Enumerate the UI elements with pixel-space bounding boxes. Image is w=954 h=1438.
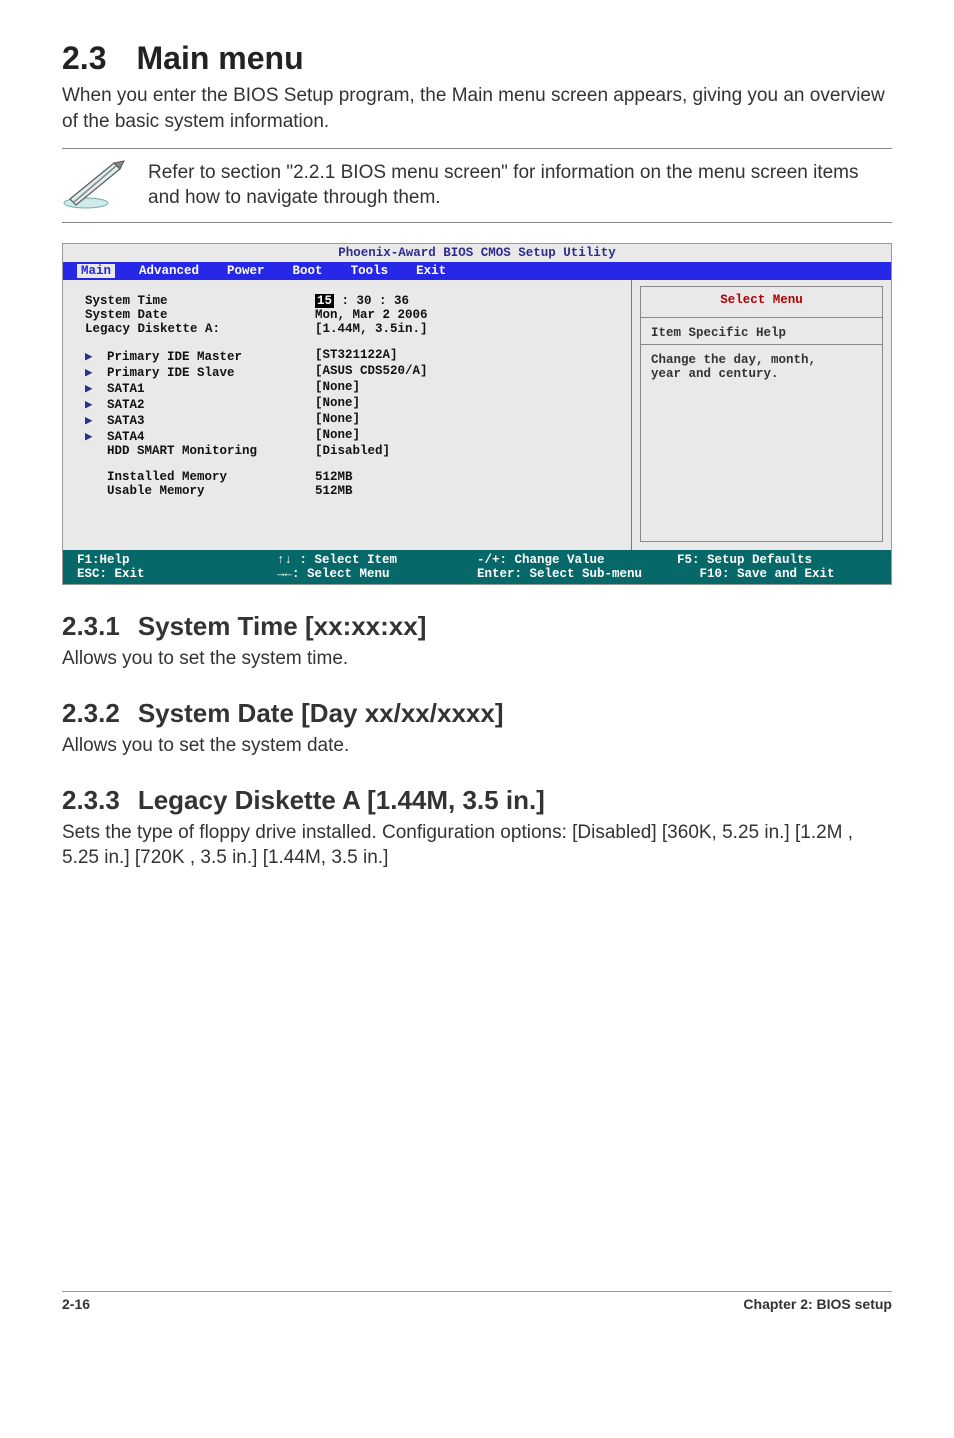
footer-key: Enter: Select Sub-menu bbox=[477, 567, 677, 581]
submenu-arrow-icon: ▶ bbox=[85, 364, 107, 380]
tab-advanced[interactable]: Advanced bbox=[135, 264, 203, 278]
help-line: year and century. bbox=[651, 367, 872, 381]
tab-main[interactable]: Main bbox=[77, 264, 115, 278]
subsection-title: Legacy Diskette A [1.44M, 3.5 in.] bbox=[138, 785, 545, 816]
submenu-arrow-icon: ▶ bbox=[85, 428, 107, 444]
list-item: Installed Memory512MB bbox=[85, 470, 621, 484]
bios-left-panel: System Time 15 : 30 : 36 System Date Mon… bbox=[63, 280, 631, 550]
submenu-arrow-icon: ▶ bbox=[85, 348, 107, 364]
footer-key: F5: Setup Defaults bbox=[677, 553, 877, 567]
subsection-body: Sets the type of floppy drive installed.… bbox=[62, 820, 892, 871]
subsection-231: 2.3.1 System Time [xx:xx:xx] Allows you … bbox=[62, 611, 892, 672]
submenu-arrow-icon: ▶ bbox=[85, 380, 107, 396]
footer-key: -/+: Change Value bbox=[477, 553, 677, 567]
bios-help-panel: Select Menu Item Specific Help Change th… bbox=[631, 280, 891, 550]
note-text: Refer to section "2.2.1 BIOS menu screen… bbox=[148, 161, 892, 210]
value: Mon, Mar 2 2006 bbox=[315, 308, 428, 322]
page-number: 2-16 bbox=[62, 1296, 90, 1312]
list-item[interactable]: ▶SATA1[None] bbox=[85, 380, 621, 396]
tab-power[interactable]: Power bbox=[223, 264, 269, 278]
submenu-arrow-icon: ▶ bbox=[85, 412, 107, 428]
footer-key: F10: Save and Exit bbox=[677, 567, 877, 581]
footer-key: ESC: Exit bbox=[77, 567, 277, 581]
label: System Date bbox=[85, 308, 315, 322]
subsection-title: System Time [xx:xx:xx] bbox=[138, 611, 427, 642]
list-item[interactable]: ▶SATA3[None] bbox=[85, 412, 621, 428]
tab-tools[interactable]: Tools bbox=[347, 264, 393, 278]
bios-titlebar: Phoenix-Award BIOS CMOS Setup Utility bbox=[63, 244, 891, 262]
hour-box: 15 bbox=[315, 294, 334, 308]
row-systime[interactable]: System Time 15 : 30 : 36 bbox=[85, 294, 621, 308]
help-line: Item Specific Help bbox=[651, 326, 872, 340]
list-item[interactable]: ▶SATA4[None] bbox=[85, 428, 621, 444]
subsection-title: System Date [Day xx/xx/xxxx] bbox=[138, 698, 504, 729]
subsection-num: 2.3.1 bbox=[62, 611, 120, 642]
subsection-body: Allows you to set the system time. bbox=[62, 646, 892, 672]
subsection-232: 2.3.2 System Date [Day xx/xx/xxxx] Allow… bbox=[62, 698, 892, 759]
list-item[interactable]: HDD SMART Monitoring[Disabled] bbox=[85, 444, 621, 458]
list-item: Usable Memory512MB bbox=[85, 484, 621, 498]
footer-key: F1:Help bbox=[77, 553, 277, 567]
label: System Time bbox=[85, 294, 315, 308]
subsection-num: 2.3.2 bbox=[62, 698, 120, 729]
tab-exit[interactable]: Exit bbox=[412, 264, 450, 278]
footer-key: →←: Select Menu bbox=[277, 567, 477, 581]
tab-boot[interactable]: Boot bbox=[289, 264, 327, 278]
page-footer: 2-16 Chapter 2: BIOS setup bbox=[62, 1291, 892, 1312]
section-heading: 2.3 Main menu bbox=[62, 40, 892, 77]
list-item[interactable]: ▶Primary IDE Slave[ASUS CDS520/A] bbox=[85, 364, 621, 380]
bios-footer: F1:Help ↑↓ : Select Item -/+: Change Val… bbox=[63, 550, 891, 584]
value: [1.44M, 3.5in.] bbox=[315, 322, 428, 336]
bios-window: Phoenix-Award BIOS CMOS Setup Utility Ma… bbox=[62, 243, 892, 585]
bios-body: System Time 15 : 30 : 36 System Date Mon… bbox=[63, 280, 891, 550]
label: Legacy Diskette A: bbox=[85, 322, 315, 336]
row-sysdate[interactable]: System Date Mon, Mar 2 2006 bbox=[85, 308, 621, 322]
subsection-233: 2.3.3 Legacy Diskette A [1.44M, 3.5 in.]… bbox=[62, 785, 892, 871]
intro-paragraph: When you enter the BIOS Setup program, t… bbox=[62, 83, 892, 134]
submenu-arrow-icon: ▶ bbox=[85, 396, 107, 412]
subsection-body: Allows you to set the system date. bbox=[62, 733, 892, 759]
value: 15 : 30 : 36 bbox=[315, 294, 409, 308]
section-title: Main menu bbox=[136, 40, 303, 77]
list-item[interactable]: ▶SATA2[None] bbox=[85, 396, 621, 412]
subsection-num: 2.3.3 bbox=[62, 785, 120, 816]
note-callout: Refer to section "2.2.1 BIOS menu screen… bbox=[62, 148, 892, 223]
list-item[interactable]: ▶Primary IDE Master[ST321122A] bbox=[85, 348, 621, 364]
help-line: Change the day, month, bbox=[651, 353, 872, 367]
footer-key: ↑↓ : Select Item bbox=[277, 553, 477, 567]
bios-menubar: Main Advanced Power Boot Tools Exit bbox=[63, 262, 891, 280]
pencil-icon bbox=[62, 155, 134, 216]
chapter-label: Chapter 2: BIOS setup bbox=[743, 1296, 892, 1312]
help-title: Select Menu bbox=[651, 293, 872, 307]
section-number: 2.3 bbox=[62, 40, 106, 77]
row-diskette[interactable]: Legacy Diskette A: [1.44M, 3.5in.] bbox=[85, 322, 621, 336]
